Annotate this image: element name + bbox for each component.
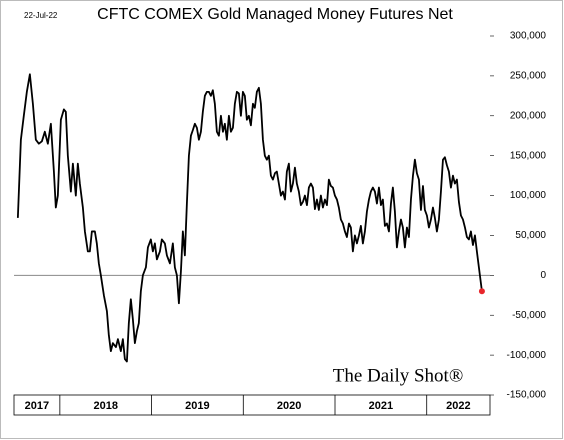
y-tick-label: -150,000 xyxy=(507,390,547,401)
chart-title: CFTC COMEX Gold Managed Money Futures Ne… xyxy=(97,6,453,23)
data-line xyxy=(16,73,483,363)
y-tick-label: -50,000 xyxy=(512,310,546,321)
x-tick-label: 2017 xyxy=(25,400,49,412)
y-tick-label: 150,000 xyxy=(510,150,547,161)
watermark: The Daily Shot® xyxy=(333,365,464,386)
y-tick-label: 0 xyxy=(540,270,546,281)
last-point xyxy=(478,288,485,295)
x-tick-label: 2020 xyxy=(277,400,301,412)
y-tick-label: -100,000 xyxy=(507,350,547,361)
y-tick-label: 50,000 xyxy=(515,230,546,241)
x-tick-label: 2019 xyxy=(185,400,209,412)
y-tick-label: 200,000 xyxy=(510,110,547,121)
y-tick-label: 300,000 xyxy=(510,31,547,42)
y-tick-label: 100,000 xyxy=(510,190,547,201)
year-band xyxy=(13,394,491,416)
date-label: 22-Jul-22 xyxy=(24,11,58,20)
x-tick-label: 2021 xyxy=(369,400,393,412)
x-tick-label: 2018 xyxy=(93,400,117,412)
y-tick-label: 250,000 xyxy=(510,71,547,82)
x-tick-label: 2022 xyxy=(446,400,470,412)
